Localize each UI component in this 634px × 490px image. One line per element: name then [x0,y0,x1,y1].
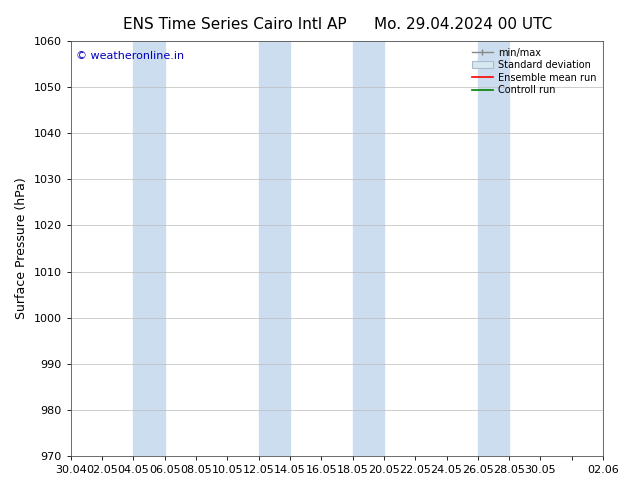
Bar [133,41,165,456]
Bar [259,41,290,456]
Text: Mo. 29.04.2024 00 UTC: Mo. 29.04.2024 00 UTC [373,17,552,32]
Bar [603,41,634,456]
Legend: min/max, Standard deviation, Ensemble mean run, Controll run: min/max, Standard deviation, Ensemble me… [470,46,598,97]
Text: ENS Time Series Cairo Intl AP: ENS Time Series Cairo Intl AP [123,17,346,32]
Bar [478,41,509,456]
Text: © weatheronline.in: © weatheronline.in [76,51,184,61]
Y-axis label: Surface Pressure (hPa): Surface Pressure (hPa) [15,178,28,319]
Bar [353,41,384,456]
